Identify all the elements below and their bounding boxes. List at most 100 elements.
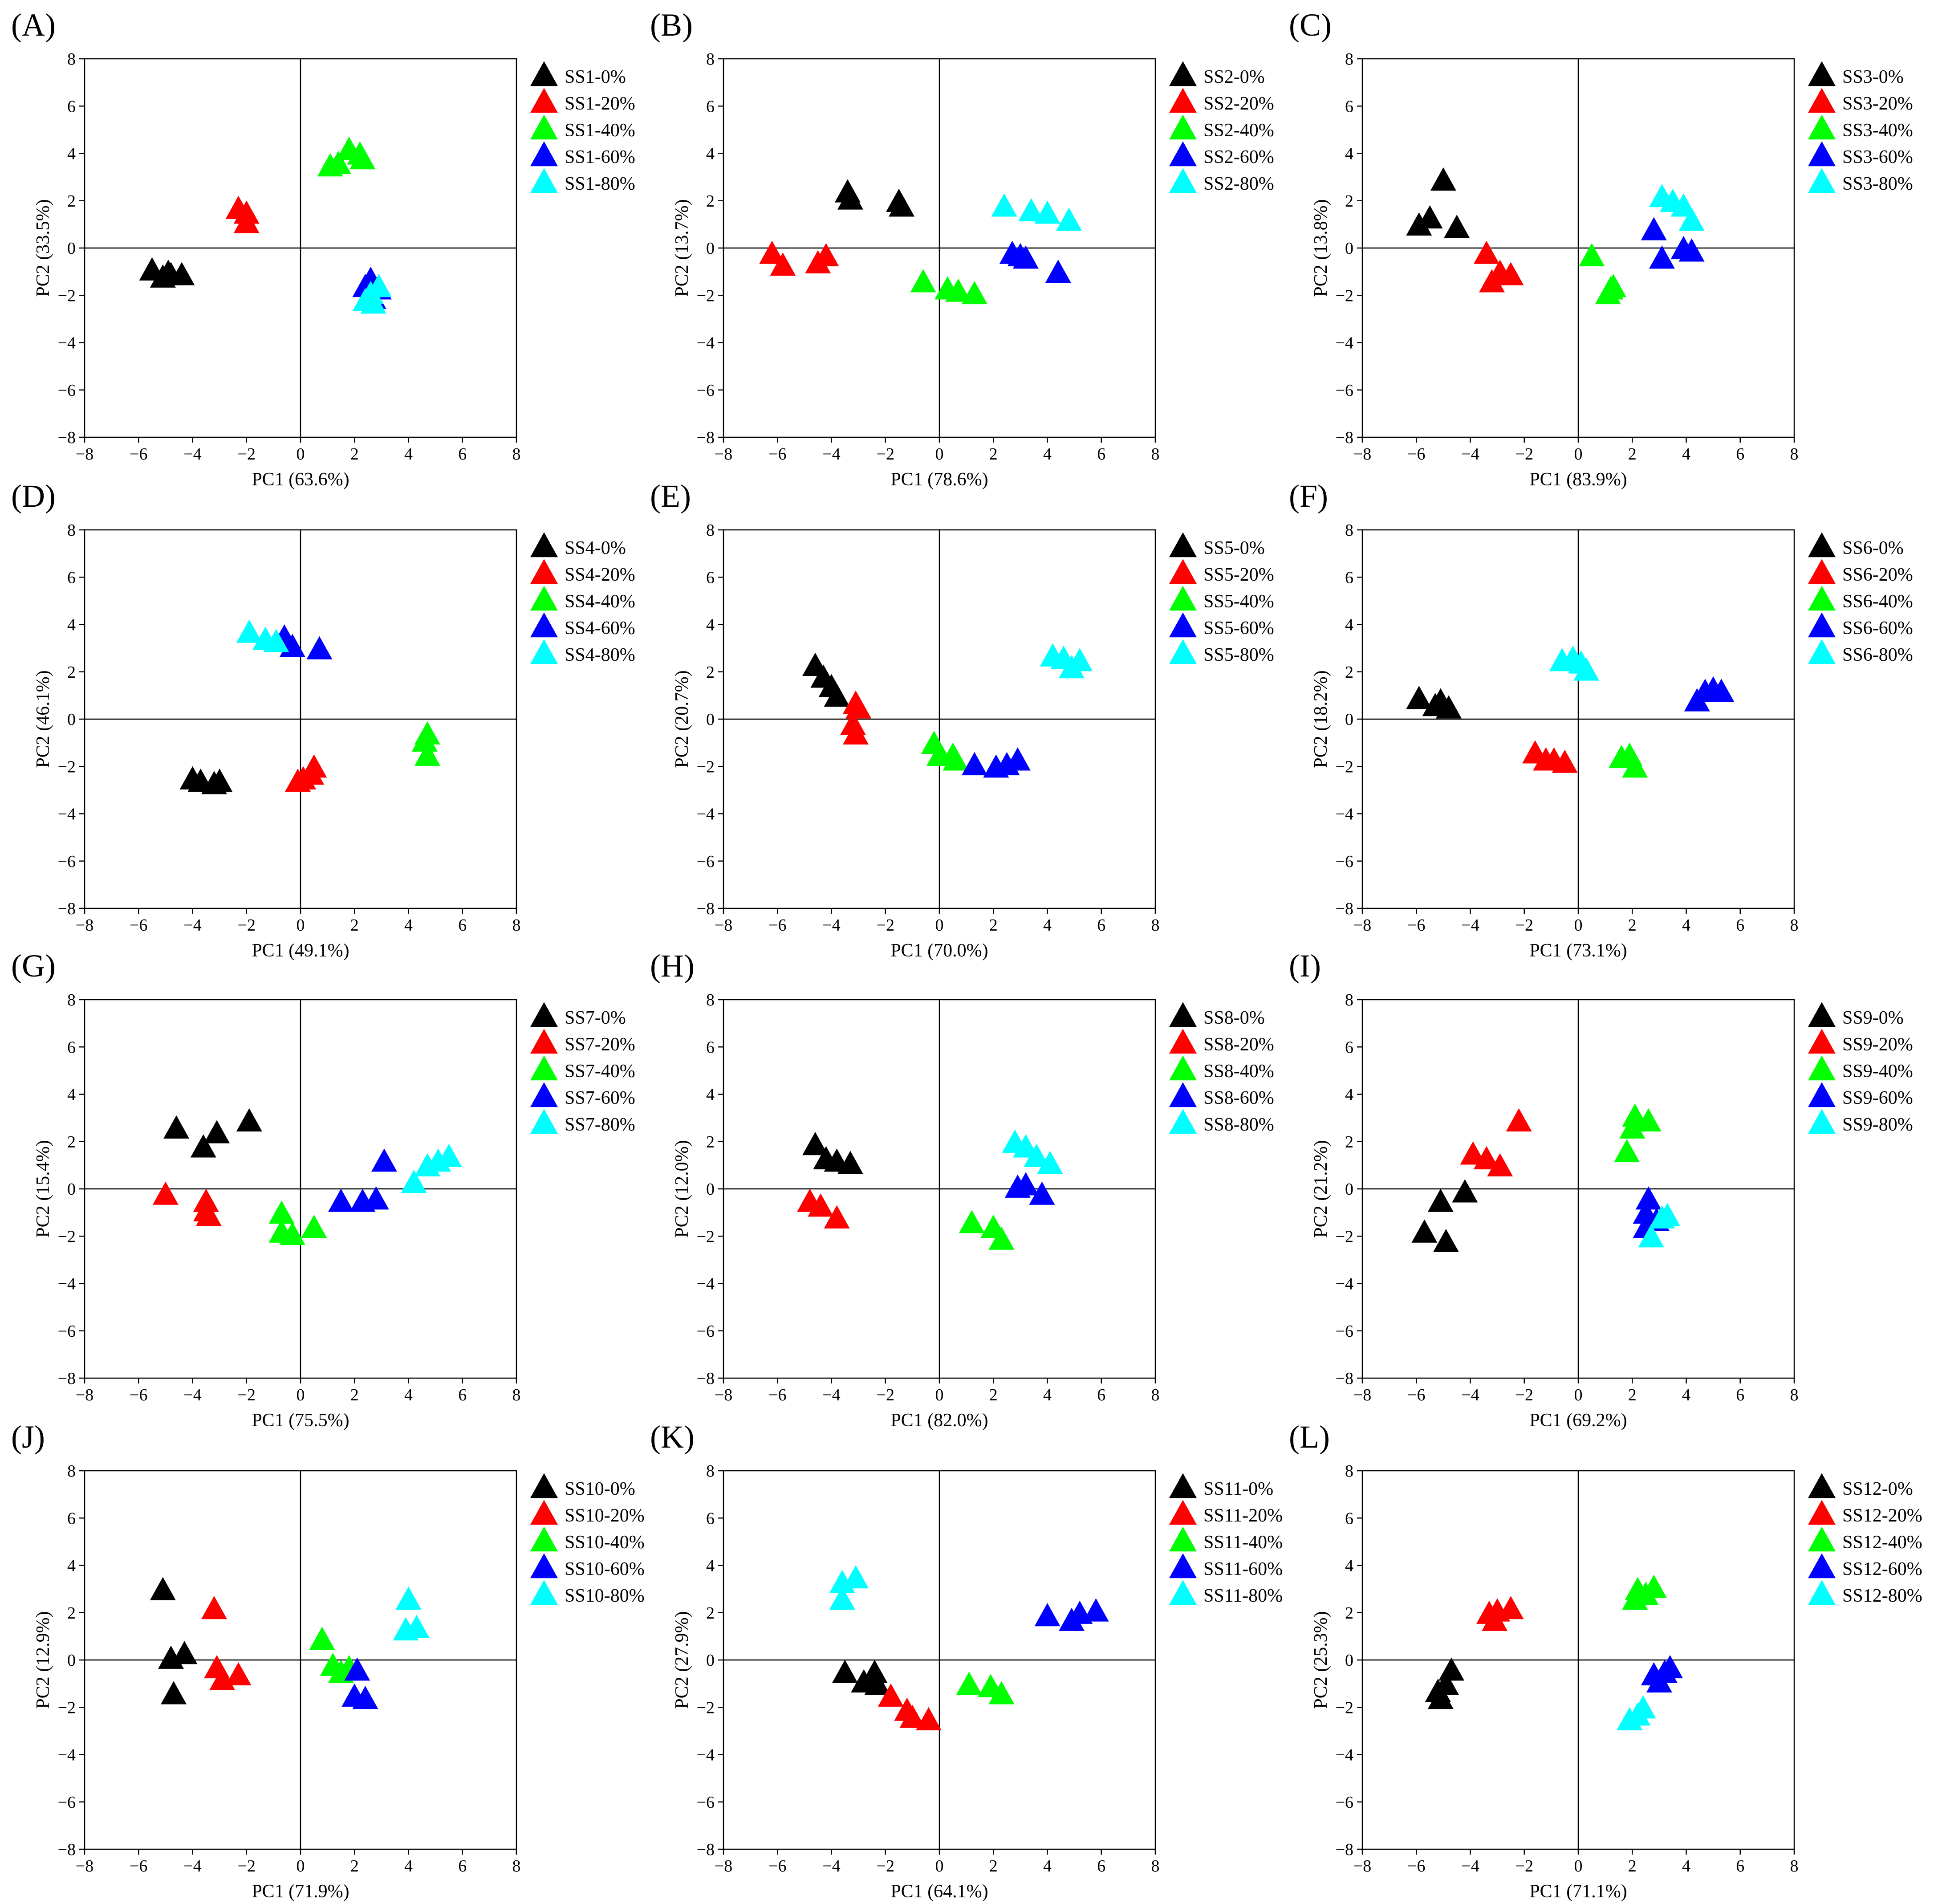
legend-marker: [1808, 1526, 1836, 1552]
data-point-marker: [808, 1193, 834, 1217]
x-tick-label: 8: [512, 1386, 521, 1404]
y-tick-label: 2: [1345, 1604, 1353, 1623]
legend-label: SS7-40%: [565, 1061, 635, 1082]
data-point-marker: [155, 260, 181, 283]
data-point-marker: [1649, 245, 1675, 269]
x-tick-label: 6: [1097, 445, 1105, 464]
y-tick-label: 2: [67, 663, 76, 682]
data-point-marker: [802, 1132, 829, 1155]
y-tick-label: −2: [697, 757, 715, 776]
legend-marker: [1169, 61, 1197, 86]
data-point-marker: [360, 290, 386, 314]
x-tick-label: 8: [1790, 445, 1799, 464]
data-point-marker: [1573, 657, 1600, 681]
y-tick-label: −2: [697, 1698, 715, 1717]
x-tick-label: −2: [877, 1857, 894, 1876]
legend-label: SS8-20%: [1203, 1034, 1274, 1055]
data-point-marker: [263, 629, 289, 652]
y-tick-label: −8: [58, 1369, 76, 1388]
x-tick-label: 6: [458, 445, 467, 464]
x-tick-label: 8: [512, 1857, 521, 1876]
x-tick-label: 6: [1097, 1857, 1105, 1876]
x-tick-label: 2: [989, 445, 998, 464]
x-tick-label: −2: [238, 445, 256, 464]
y-tick-label: 0: [706, 1651, 715, 1670]
data-point-marker: [236, 1108, 262, 1132]
pca-panel: (J) −8−8 −6 −6 −4 −4 −2 −2 0 0 2 2 4 4 6 6 8 8 PC1 (71.9%)…: [11, 1419, 645, 1902]
x-tick-label: −8: [76, 445, 93, 464]
legend-marker: [1808, 1082, 1836, 1107]
data-point-marker: [363, 1186, 389, 1210]
legend-marker: [1169, 88, 1197, 113]
data-point-marker: [988, 1681, 1015, 1705]
x-tick-label: 0: [297, 445, 305, 464]
data-point-marker: [225, 1662, 252, 1686]
y-tick-label: −6: [58, 381, 76, 400]
legend-label: SS6-40%: [1842, 591, 1913, 612]
y-tick-label: 0: [1345, 1180, 1353, 1199]
y-tick-label: −2: [58, 757, 76, 776]
x-tick-label: 8: [1151, 916, 1160, 935]
legend-label: SS1-0%: [565, 67, 626, 87]
y-tick-label: −2: [697, 286, 715, 305]
y-tick-label: 2: [1345, 663, 1353, 682]
legend-label: SS5-0%: [1203, 538, 1265, 558]
data-point-marker: [1433, 1229, 1459, 1253]
x-tick-label: 6: [458, 1857, 467, 1876]
y-tick-label: 8: [1345, 991, 1353, 1009]
y-tick-label: −8: [697, 899, 715, 918]
y-tick-label: −4: [697, 334, 715, 353]
legend-marker: [1808, 1473, 1836, 1498]
y-axis-label: PC2 (12.9%): [33, 1611, 53, 1709]
legend-label: SS6-80%: [1842, 645, 1913, 665]
x-tick-label: −8: [715, 1386, 732, 1404]
panel-letter: (I): [1289, 948, 1321, 984]
data-point-marker: [1436, 695, 1462, 719]
panel-letter: (E): [650, 478, 691, 514]
y-tick-label: −8: [1336, 428, 1353, 447]
y-tick-label: −4: [1336, 805, 1353, 824]
y-tick-label: −8: [697, 1840, 715, 1859]
data-point-marker: [1411, 1219, 1438, 1243]
legend-marker: [1808, 168, 1836, 193]
data-point-marker: [403, 1615, 430, 1638]
y-tick-label: 6: [67, 97, 76, 116]
pca-panel: (L) −8−8 −6 −6 −4 −4 −2 −2 0 0 2 2 4 4 6 6 8 8 PC1 (71.1%)…: [1289, 1419, 1922, 1902]
data-point-marker: [824, 1205, 850, 1229]
x-axis-label: PC1 (75.5%): [252, 1410, 349, 1431]
y-tick-label: −4: [58, 1275, 76, 1294]
data-point-marker: [837, 186, 863, 210]
y-tick-label: 6: [1345, 1038, 1353, 1057]
x-tick-label: 0: [935, 916, 944, 935]
data-point-marker: [1406, 212, 1432, 236]
x-tick-label: 2: [350, 1857, 359, 1876]
legend-label: SS9-60%: [1842, 1088, 1913, 1108]
y-tick-label: 0: [1345, 710, 1353, 729]
x-tick-label: −2: [877, 916, 894, 935]
legend-marker: [530, 1580, 558, 1605]
legend-label: SS6-20%: [1842, 565, 1913, 585]
x-tick-label: −8: [715, 1857, 732, 1876]
x-tick-label: −2: [877, 1386, 894, 1404]
x-tick-label: −8: [76, 916, 93, 935]
y-tick-label: 6: [1345, 1509, 1353, 1528]
x-tick-label: 2: [1628, 445, 1637, 464]
data-point-marker: [436, 1143, 462, 1167]
data-point-marker: [1498, 1596, 1524, 1619]
legend-marker: [1808, 1500, 1836, 1525]
data-point-marker: [915, 1707, 942, 1730]
data-point-marker: [832, 1660, 858, 1683]
y-tick-label: 6: [67, 1509, 76, 1528]
data-point-marker: [1678, 207, 1705, 231]
data-point-marker: [1635, 1186, 1662, 1210]
y-tick-label: 0: [706, 1180, 715, 1199]
y-axis-label: PC2 (20.7%): [672, 670, 692, 768]
y-tick-label: 8: [67, 1462, 76, 1481]
legend-marker: [1169, 586, 1197, 611]
data-point-marker: [1657, 1655, 1683, 1679]
legend-label: SS4-20%: [565, 565, 635, 585]
legend-marker: [530, 1002, 558, 1027]
x-tick-label: 4: [1043, 445, 1052, 464]
legend-marker: [1808, 1109, 1836, 1134]
legend-marker: [530, 114, 558, 140]
